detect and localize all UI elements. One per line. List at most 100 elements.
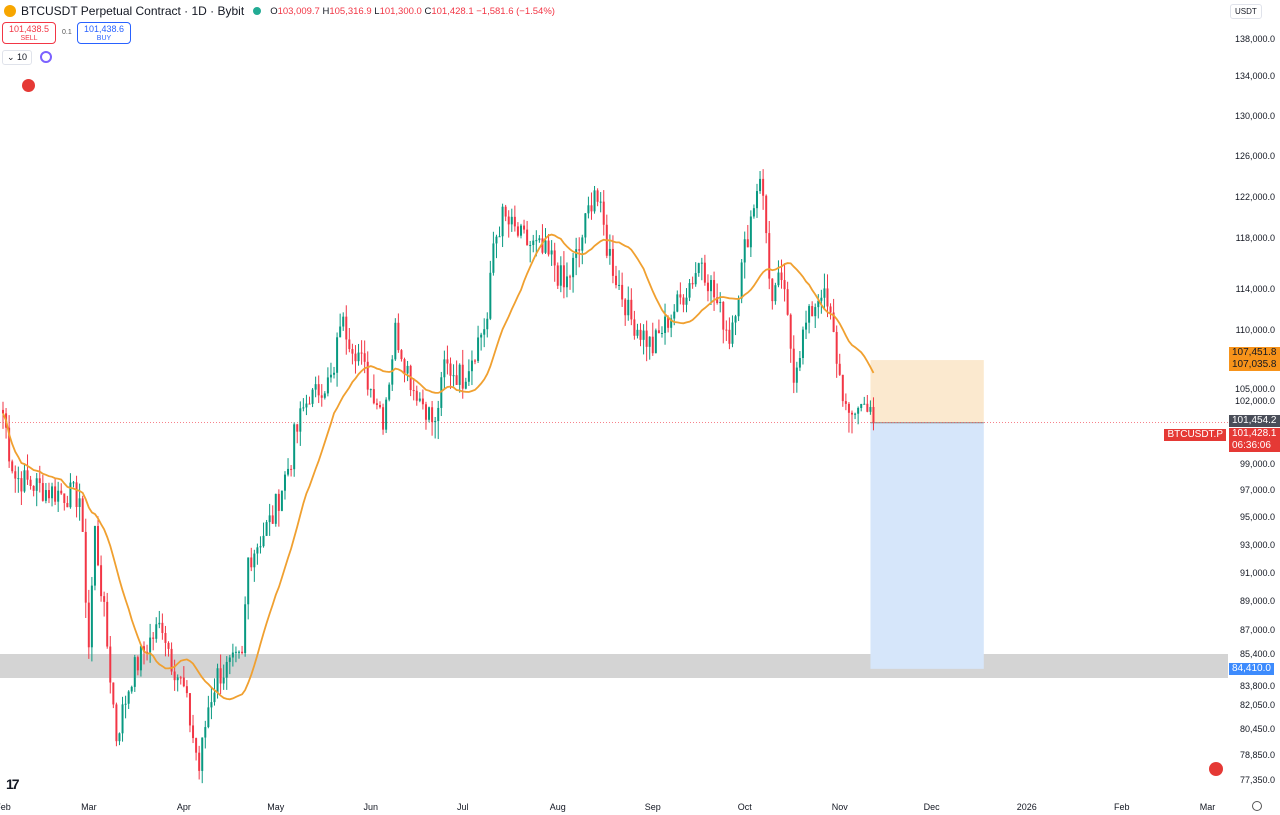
sync-icon[interactable] <box>40 51 52 63</box>
candle-body <box>130 686 133 692</box>
candle-body <box>443 359 446 378</box>
candle-body <box>339 326 342 338</box>
candle-body <box>581 237 584 251</box>
candle-body <box>259 546 262 548</box>
candle-body <box>440 377 443 408</box>
support-zone <box>0 654 1228 678</box>
candle-body <box>296 424 299 432</box>
candle-body <box>342 316 345 327</box>
candle-body <box>596 190 599 202</box>
currency-selector[interactable]: USDT <box>1230 4 1262 19</box>
candle-body <box>578 249 581 251</box>
candle-body <box>618 284 621 286</box>
candle-body <box>783 280 786 290</box>
candle-body <box>277 493 280 511</box>
candle-body <box>670 318 673 328</box>
x-tick-label: 2026 <box>1017 802 1037 812</box>
candle-body <box>688 283 691 298</box>
x-tick-label: Jul <box>457 802 469 812</box>
candle-body <box>75 482 78 508</box>
x-tick-label: Nov <box>832 802 849 812</box>
candle-body <box>345 316 348 340</box>
candle-body <box>664 316 667 333</box>
candle-body <box>320 395 323 398</box>
candle-body <box>363 353 366 362</box>
candle-body <box>798 358 801 368</box>
candle-body <box>57 490 60 502</box>
candle-body <box>777 272 780 286</box>
candle-body <box>182 677 185 687</box>
candle-body <box>29 479 32 486</box>
candle-body <box>97 526 100 566</box>
candle-body <box>385 399 388 430</box>
lots-dropdown[interactable]: ⌄ 10 <box>2 50 33 65</box>
candle-body <box>198 752 201 771</box>
candle-body <box>694 273 697 285</box>
candle-body <box>87 602 90 648</box>
x-tick-label: Feb <box>1114 802 1130 812</box>
candle-body <box>844 401 847 404</box>
buy-button[interactable]: 101,438.6 BUY <box>77 22 131 44</box>
candle-body <box>768 233 771 279</box>
settings-icon[interactable] <box>1252 801 1262 811</box>
candle-body <box>81 498 84 532</box>
symbol-header: BTCUSDT Perpetual Contract · 1D · Bybit … <box>4 4 555 18</box>
candle-body <box>590 205 593 212</box>
candle-body <box>569 276 572 278</box>
candle-body <box>326 377 329 394</box>
candle-body <box>421 398 424 405</box>
candle-body <box>584 213 587 238</box>
candle-body <box>164 633 167 643</box>
candle-body <box>477 337 480 361</box>
tradingview-logo: 17 <box>6 776 20 792</box>
candle-body <box>483 329 486 335</box>
candle-body <box>811 306 814 317</box>
x-tick-label: Sep <box>645 802 661 812</box>
candle-body <box>14 471 17 479</box>
candle-body <box>118 733 121 742</box>
price-tag-ma: 107,035.8 <box>1229 359 1280 371</box>
candle-body <box>244 604 247 654</box>
candle-body <box>832 312 835 332</box>
candle-body <box>375 403 378 406</box>
candle-body <box>90 585 93 648</box>
candle-body <box>431 407 434 423</box>
candle-body <box>752 208 755 217</box>
y-tick-label: 99,000.0 <box>1240 459 1275 469</box>
candle-body <box>599 201 602 203</box>
candle-body <box>192 725 195 739</box>
candle-body <box>519 225 522 236</box>
candle-body <box>452 375 455 377</box>
candle-body <box>121 704 124 734</box>
candle-body <box>47 490 50 499</box>
candle-body <box>262 535 265 547</box>
candle-body <box>504 206 507 217</box>
candle-body <box>660 332 663 334</box>
y-tick-label: 78,850.0 <box>1240 750 1275 760</box>
ohlc-values: O103,009.7 H105,316.9 L101,300.0 C101,42… <box>270 5 555 17</box>
candle-body <box>835 331 838 364</box>
y-tick-label: 80,450.0 <box>1240 724 1275 734</box>
candle-body <box>759 178 762 192</box>
candle-body <box>455 375 458 385</box>
symbol-title[interactable]: BTCUSDT Perpetual Contract · 1D · Bybit <box>21 4 245 18</box>
candle-body <box>115 704 118 742</box>
candle-body <box>66 502 69 508</box>
candle-body <box>268 515 271 523</box>
candle-body <box>238 651 241 653</box>
candle-body <box>69 482 72 508</box>
x-tick-label: May <box>267 802 285 812</box>
candle-body <box>112 682 115 705</box>
candle-body <box>657 330 660 334</box>
candle-body <box>740 262 743 299</box>
candle-body <box>847 403 850 413</box>
candle-body <box>333 372 336 375</box>
candle-body <box>676 294 679 312</box>
last-price-tag: 101,428.1 06:36:06 <box>1229 428 1280 452</box>
candle-body <box>725 329 728 331</box>
sell-button[interactable]: 101,438.5 SELL <box>2 22 56 44</box>
symbol-tag: BTCUSDT.P <box>1164 429 1226 441</box>
candle-body <box>559 265 562 286</box>
market-open-icon <box>253 7 262 15</box>
